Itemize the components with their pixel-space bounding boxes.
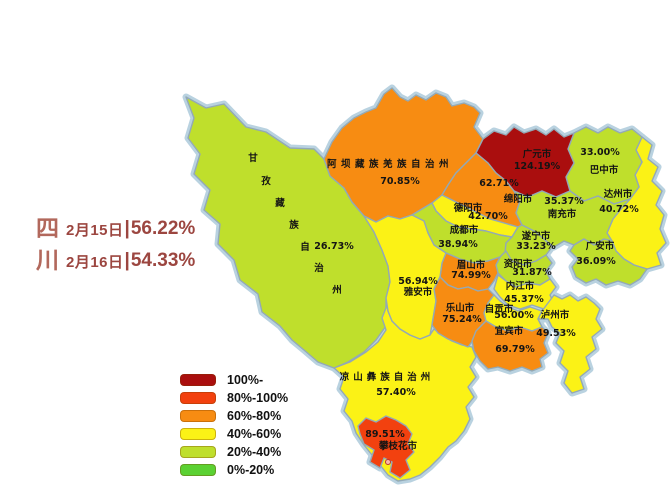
region-label-value-liangshan: 57.40% [376, 387, 416, 398]
region-label-value-nanchong: 35.37% [544, 196, 584, 207]
region-label-name-aba: 阿坝藏族羌族自治州 [327, 158, 453, 170]
region-label-name-chengdu: 成都市 [450, 224, 479, 236]
region-label-name-liangshan: 凉山彝族自治州 [340, 371, 435, 383]
separator-1: | [124, 218, 130, 239]
legend-row: 20%-40% [180, 443, 288, 460]
value-label-2: 54.33% [130, 250, 196, 271]
region-label-name-garze: 孜 [261, 175, 271, 187]
legend-row: 60%-80% [180, 407, 288, 424]
value-label-1: 56.22% [130, 218, 196, 239]
region-panzhihua[interactable] [357, 415, 415, 479]
region-label-value-guang_an: 36.09% [576, 256, 616, 267]
separator-2: | [124, 250, 130, 271]
legend-label: 0%-20% [227, 462, 275, 477]
region-label-value-meishan: 74.99% [451, 270, 491, 281]
region-guang_an[interactable] [569, 238, 648, 286]
region-label-value-chengdu: 38.94% [438, 239, 478, 250]
legend-swatch [180, 427, 216, 440]
region-label-value-guangyuan: 124.19% [514, 161, 561, 172]
region-label-value-neijiang: 45.37% [504, 294, 544, 305]
region-label-value-ziyang: 31.87% [512, 267, 552, 278]
region-ya_an[interactable] [363, 214, 447, 340]
region-label-name-guangyuan: 广元市 [523, 148, 552, 160]
legend-row: 40%-60% [180, 425, 288, 442]
region-label-value-bazhong: 33.00% [580, 147, 620, 158]
legend-swatch [180, 463, 216, 476]
legend-swatch [180, 373, 216, 386]
legend-label: 100%- [227, 372, 264, 387]
region-luzhou[interactable] [537, 294, 603, 394]
legend-row: 0%-20% [180, 461, 288, 478]
region-label-value-aba: 70.85% [380, 176, 420, 187]
legend-label: 40%-60% [227, 426, 282, 441]
region-label-value-garze: 26.73% [314, 241, 354, 252]
region-label-value-suining: 33.23% [516, 241, 556, 252]
legend-row: 100%- [180, 371, 288, 388]
region-label-name-ziyang: 资阳市 [504, 258, 533, 270]
slide-title: 四 2月15日 | 56.22% 川 2月16日 | 54.33% [36, 214, 195, 278]
legend-label: 60%-80% [227, 408, 282, 423]
region-label-value-zigong: 56.00% [494, 310, 534, 321]
legend-swatch [180, 409, 216, 422]
legend-swatch [180, 445, 216, 458]
region-label-value-dazhou: 40.72% [599, 204, 639, 215]
legend-row: 80%-100% [180, 389, 288, 406]
region-label-name-luzhou: 泸州市 [541, 309, 570, 321]
region-label-name-deyang: 德阳市 [454, 202, 483, 214]
province-name-char: 四 [36, 216, 59, 241]
region-label-value-ya_an: 56.94% [398, 276, 438, 287]
region-label-name-mianyang: 绵阳市 [504, 193, 533, 205]
date-label-1: 2月15日 [66, 221, 124, 239]
region-label-name-garze: 州 [331, 285, 342, 296]
region-garze[interactable] [185, 96, 391, 369]
region-label-name-suining: 遂宁市 [522, 230, 551, 242]
region-label-name-panzhihua: 攀枝花市 [378, 440, 418, 452]
region-label-value-mianyang: 62.71% [479, 178, 519, 189]
region-label-name-neijiang: 内江市 [506, 280, 535, 292]
region-label-name-leshan: 乐山市 [446, 302, 475, 314]
region-label-name-bazhong: 巴中市 [590, 164, 619, 176]
region-label-name-dazhou: 达州市 [604, 188, 633, 200]
legend-swatch [180, 391, 216, 404]
region-label-value-panzhihua: 89.51% [365, 429, 405, 440]
legend-label: 20%-40% [227, 444, 282, 459]
region-label-name-zigong: 自贡市 [485, 303, 514, 315]
region-label-value-deyang: 42.70% [468, 211, 508, 222]
region-label-name-yibin: 宜宾市 [495, 325, 524, 337]
region-label-name-nanchong: 南充市 [548, 208, 577, 220]
region-label-name-ya_an: 雅安市 [403, 286, 433, 298]
region-yibin[interactable] [471, 320, 549, 372]
region-label-name-meishan: 眉山市 [457, 259, 486, 271]
region-label-name-garze: 藏 [275, 197, 285, 209]
region-label-name-guang_an: 广安市 [586, 240, 615, 252]
date-label-2: 2月16日 [66, 253, 124, 271]
region-label-name-garze: 治 [314, 262, 324, 274]
panzhihua-marker-dot [385, 459, 391, 465]
region-label-value-luzhou: 49.53% [536, 328, 576, 339]
region-label-value-leshan: 75.24% [442, 314, 482, 325]
province-name-char: 川 [36, 248, 59, 273]
legend-label: 80%-100% [227, 390, 289, 405]
region-label-name-garze: 自 [300, 241, 310, 253]
region-label-name-garze: 族 [289, 219, 299, 231]
map-legend: 100%- 80%-100% 60%-80% 40%-60% 20%-40% 0… [180, 371, 288, 479]
region-label-value-yibin: 69.79% [495, 344, 535, 355]
region-label-name-garze: 甘 [248, 152, 258, 164]
